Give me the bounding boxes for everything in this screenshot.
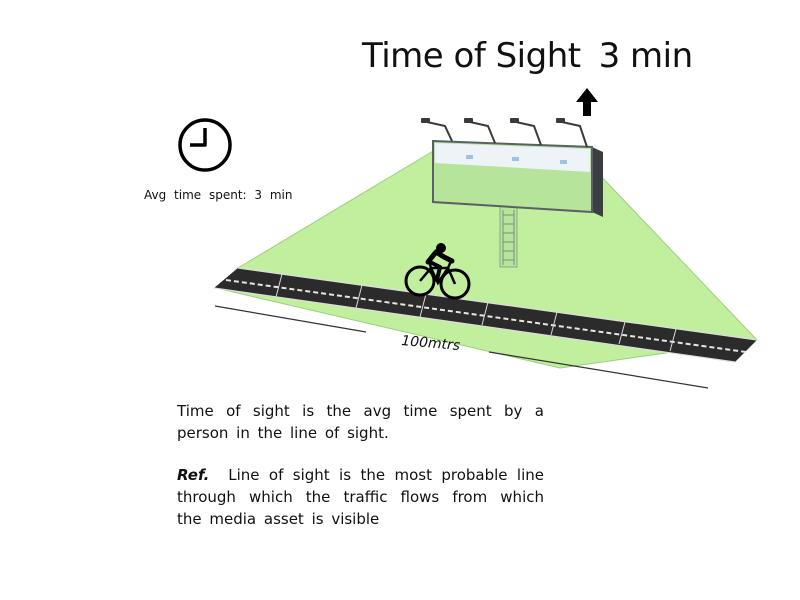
reference-label: Ref. xyxy=(177,466,210,484)
reference-body: Line of sight is the most probable line … xyxy=(177,466,544,528)
road xyxy=(213,267,758,363)
description-text: Time of sight is the avg time spent by a… xyxy=(177,402,544,442)
title-label: Time of Sight xyxy=(362,36,581,76)
clock-icon xyxy=(178,118,232,172)
page-title: Time of Sight 3 min xyxy=(362,36,693,76)
billboard-icon xyxy=(421,118,603,217)
avg-time-label: Avg time spent: 3 min xyxy=(144,188,293,202)
distance-dimension xyxy=(214,305,709,389)
title-value: 3 min xyxy=(598,36,694,76)
cyclist-icon xyxy=(404,243,471,300)
up-arrow-icon xyxy=(576,88,598,116)
reference-text: Ref. Line of sight is the most probable … xyxy=(177,464,544,530)
billboard-pole xyxy=(499,202,518,268)
